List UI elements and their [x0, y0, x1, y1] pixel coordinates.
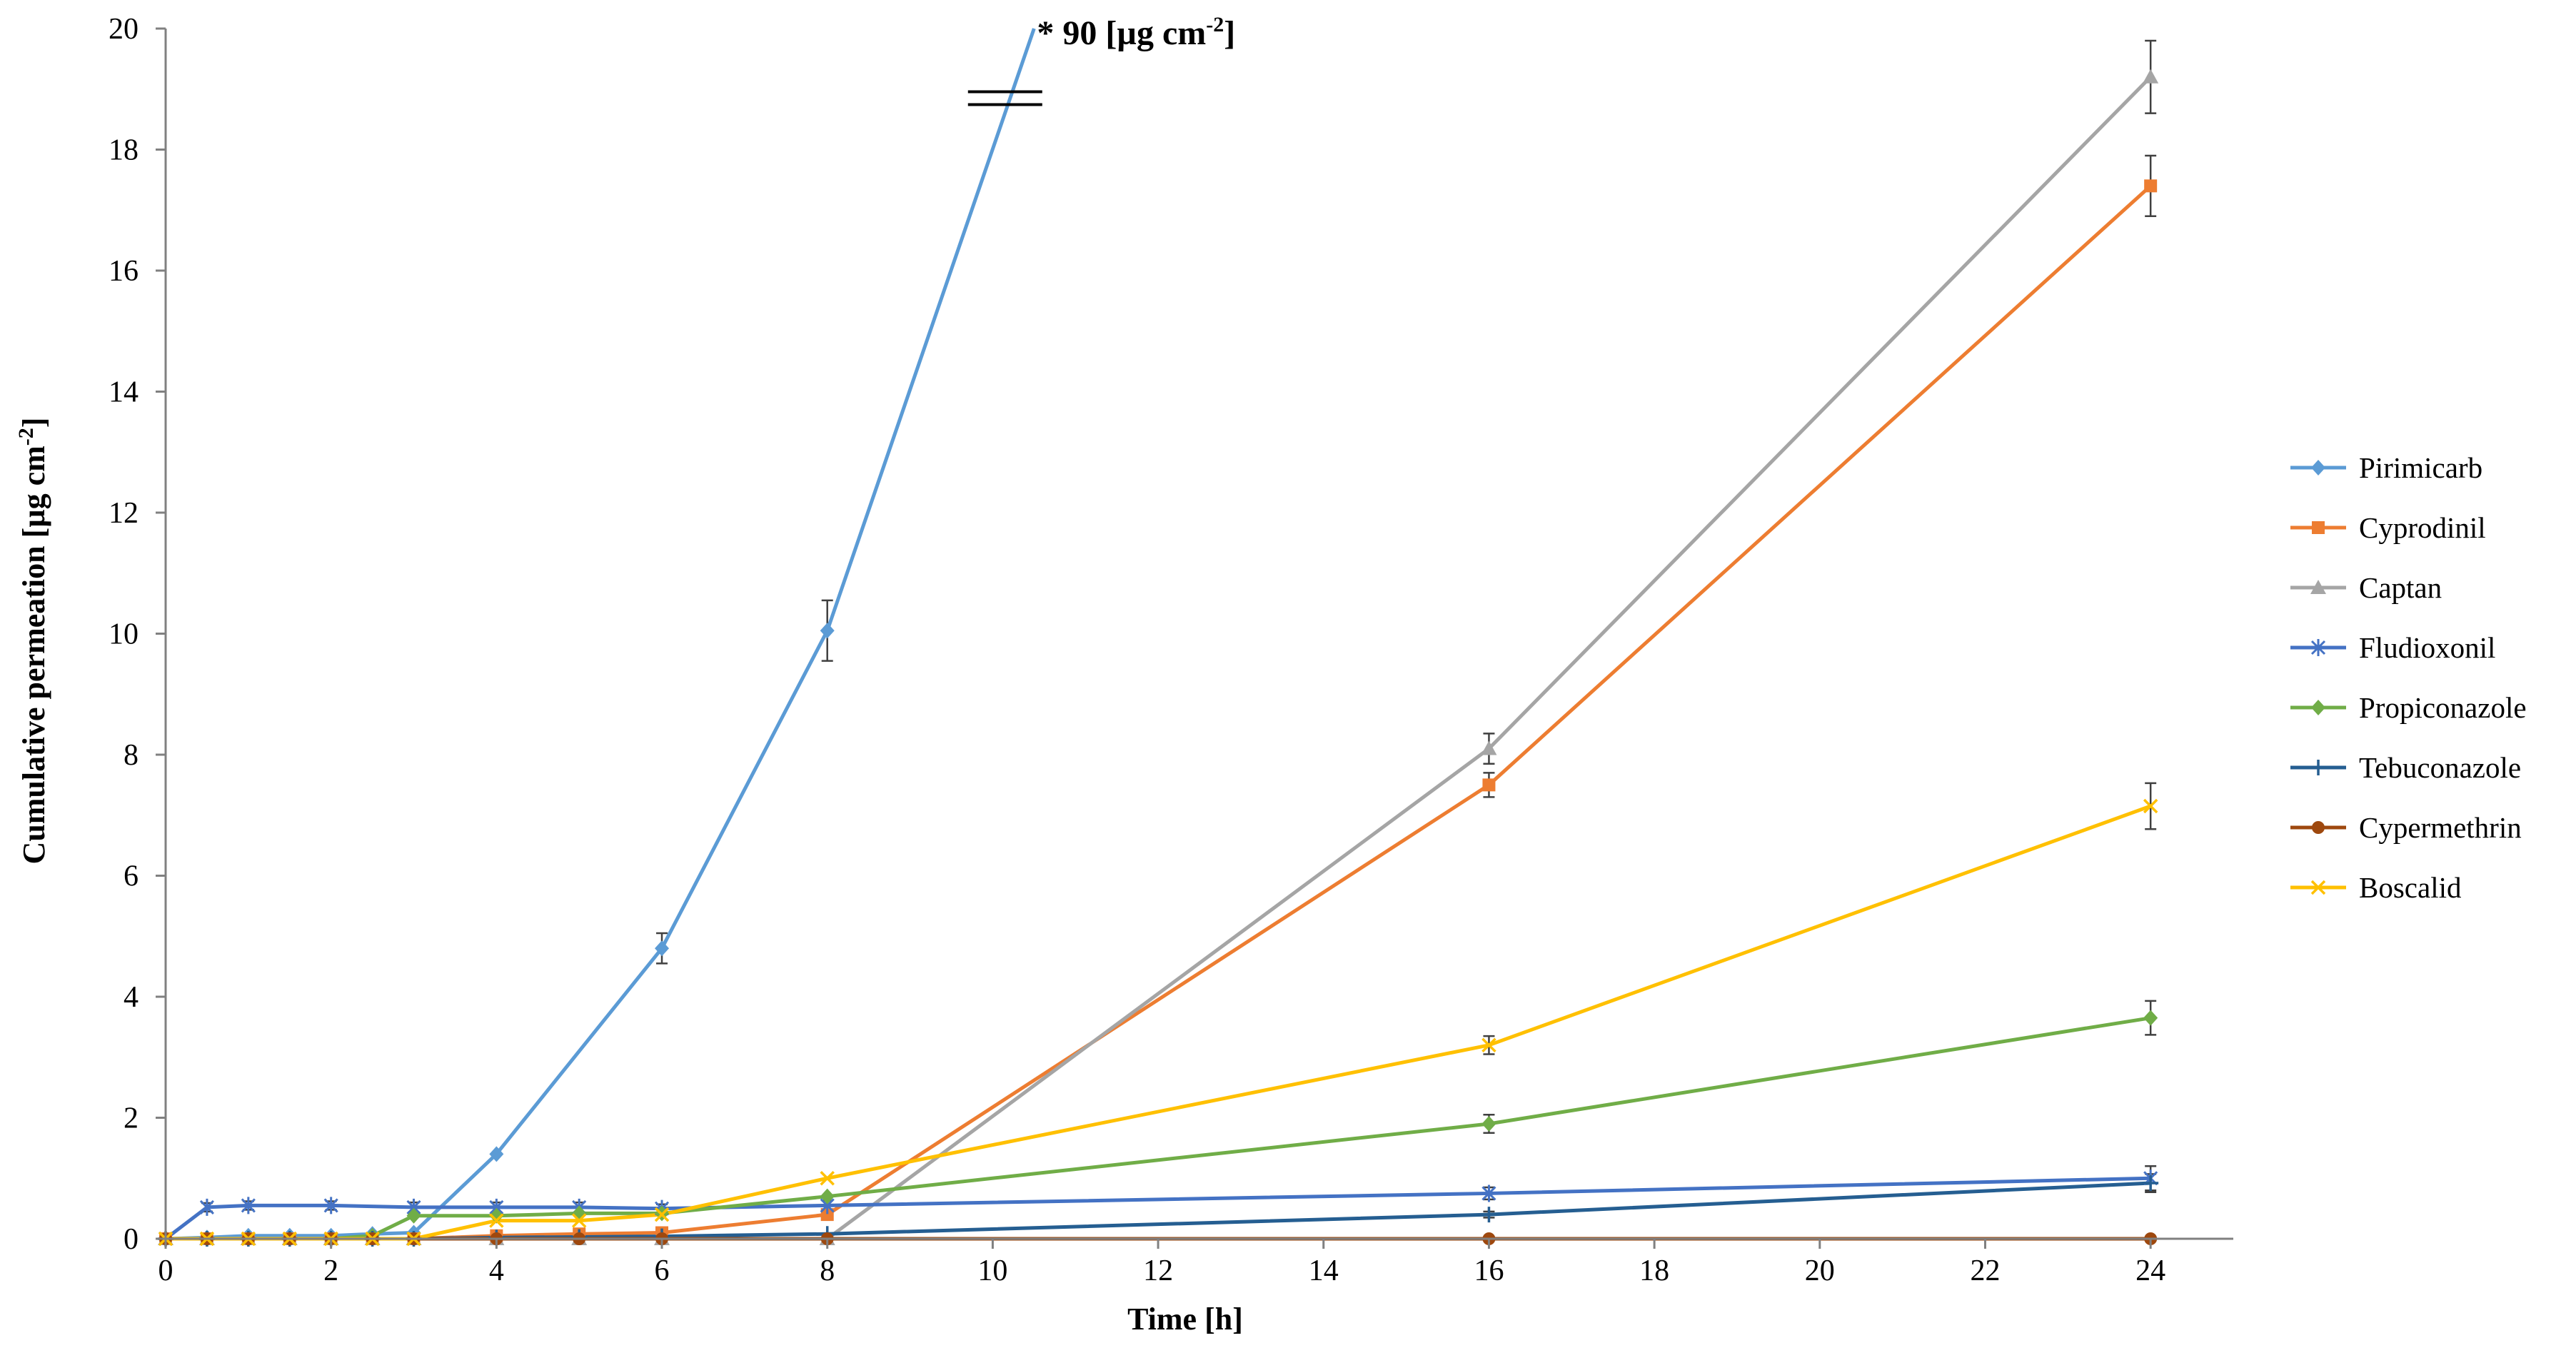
- x-axis-ticks: 0 2 4 6 8 10 12 14 16 18 20 22 24: [159, 1239, 2165, 1287]
- legend-label-boscalid: Boscalid: [2359, 871, 2461, 904]
- y-axis-ticks: 0 2 4 6 8 10 12 14 16 18 20: [109, 13, 166, 1256]
- y-tick-label: 10: [109, 618, 139, 651]
- y-tick-label: 20: [109, 13, 139, 46]
- x-axis-title: Time [h]: [1127, 1302, 1243, 1337]
- x-tick-label: 22: [1970, 1254, 2000, 1287]
- boscalid-point: [489, 1213, 504, 1228]
- boscalid-point: [2143, 798, 2158, 814]
- boscalid-line: [166, 804, 2152, 1241]
- legend-marker-propiconazole: [2311, 700, 2325, 715]
- pirimicarb-point: [489, 1146, 504, 1162]
- legend-label-captan: Captan: [2359, 571, 2442, 604]
- x-tick-label: 18: [1639, 1254, 1669, 1287]
- boscalid-point: [571, 1213, 587, 1228]
- x-tick-label: 2: [323, 1254, 338, 1287]
- x-tick-label: 8: [820, 1254, 835, 1287]
- y-tick-label: 4: [124, 981, 139, 1014]
- y-tick-label: 18: [109, 134, 139, 167]
- legend-label-tebuconazole: Tebuconazole: [2359, 751, 2521, 784]
- y-tick-label: 8: [124, 739, 139, 772]
- x-tick-label: 0: [159, 1254, 173, 1287]
- x-tick-label: 24: [2135, 1254, 2165, 1287]
- legend-marker-captan: [2310, 580, 2326, 594]
- legend: Pirimicarb Cyprodinil Captan Fludioxonil Pro…: [2290, 451, 2527, 904]
- propiconazole-point: [820, 1188, 835, 1204]
- propiconazole-point: [2143, 1010, 2158, 1026]
- legend-marker-boscalid: [2310, 880, 2326, 895]
- legend-label-cypermethrin: Cypermethrin: [2359, 811, 2522, 844]
- legend-label-pirimicarb: Pirimicarb: [2359, 451, 2482, 484]
- y-tick-label: 12: [109, 497, 139, 530]
- overflow-annotation: * 90 [µg cm-2]: [1037, 13, 1235, 52]
- tebuconazole-line: [166, 1181, 2151, 1241]
- pirimicarb-point: [655, 940, 670, 957]
- y-tick-label: 0: [124, 1223, 139, 1256]
- legend-label-fludioxonil: Fludioxonil: [2359, 631, 2495, 664]
- legend-marker-cyprodinil: [2312, 521, 2325, 534]
- fludioxonil-point: [199, 1198, 214, 1216]
- data-markers: [158, 69, 2159, 1247]
- boscalid-point: [654, 1207, 670, 1222]
- legend-marker-fludioxonil: [2310, 639, 2326, 656]
- boscalid-point: [1481, 1037, 1496, 1053]
- y-tick-label: 16: [109, 255, 139, 288]
- x-tick-label: 10: [977, 1254, 1007, 1287]
- x-tick-label: 12: [1143, 1254, 1173, 1287]
- error-bars: [201, 39, 2157, 1219]
- tebuconazole-point: [1481, 1207, 1497, 1223]
- cyprodinil-point: [1482, 778, 1496, 792]
- y-tick-label: 14: [109, 376, 139, 409]
- fludioxonil-point: [241, 1197, 256, 1214]
- pirimicarb-point: [820, 623, 835, 639]
- captan-point: [2143, 69, 2159, 84]
- x-tick-label: 14: [1309, 1254, 1339, 1287]
- cyprodinil-line: [166, 184, 2152, 1241]
- legend-label-cyprodinil: Cyprodinil: [2359, 511, 2486, 544]
- cyprodinil-point: [820, 1208, 834, 1222]
- fludioxonil-point: [1481, 1184, 1496, 1202]
- x-tick-label: 16: [1474, 1254, 1504, 1287]
- pirimicarb-line: [165, 28, 1036, 1241]
- tebuconazole-point: [2143, 1175, 2159, 1192]
- y-tick-label: 2: [124, 1102, 139, 1135]
- y-tick-label: 6: [124, 860, 139, 893]
- legend-marker-cypermethrin: [2312, 821, 2325, 834]
- x-tick-label: 6: [655, 1254, 670, 1287]
- captan-point: [1481, 740, 1497, 755]
- boscalid-point: [820, 1171, 835, 1186]
- legend-marker-pirimicarb: [2311, 460, 2325, 476]
- propiconazole-point: [1481, 1115, 1496, 1132]
- legend-label-propiconazole: Propiconazole: [2359, 691, 2527, 724]
- cyprodinil-point: [2144, 179, 2158, 193]
- x-tick-label: 4: [489, 1254, 504, 1287]
- propiconazole-point: [406, 1207, 421, 1224]
- y-axis-title: Cumulative permeation [µg cm-2]: [14, 418, 51, 865]
- x-tick-label: 20: [1805, 1254, 1835, 1287]
- series-lines: [164, 28, 2152, 1241]
- fludioxonil-point: [323, 1197, 338, 1214]
- legend-marker-tebuconazole: [2310, 760, 2326, 775]
- propiconazole-point: [489, 1207, 504, 1224]
- axis-break-marker: [967, 90, 1042, 106]
